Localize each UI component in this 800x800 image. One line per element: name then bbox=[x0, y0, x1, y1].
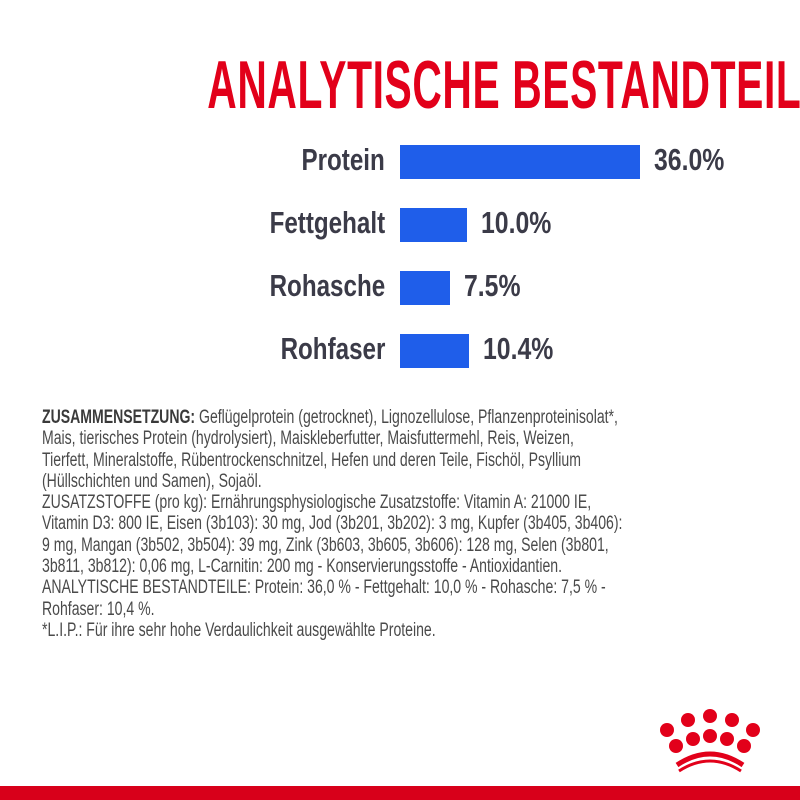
page-title: ANALYTISCHE BESTANDTEILE bbox=[0, 46, 800, 124]
composition-line: (Hüllschichten und Samen), Sojaöl. bbox=[42, 470, 262, 492]
composition-line: 9 mg, Mangan (3b502, 3b504): 39 mg, Zink… bbox=[42, 534, 609, 556]
composition-line: *L.I.P.: Für ihre sehr hohe Verdaulichke… bbox=[42, 619, 436, 641]
bar-label: Rohfaser bbox=[280, 331, 385, 366]
bar-value-label: 10.4% bbox=[483, 331, 554, 366]
nutrient-bar-chart: Protein 36.0% Fettgehalt 10.0% Rohasche 7.5% R… bbox=[269, 142, 725, 368]
brand-strip bbox=[0, 786, 800, 800]
bar-value-label: 7.5% bbox=[464, 268, 521, 303]
composition-heading: ZUSAMMENSETZUNG: bbox=[42, 407, 196, 428]
bar-value-label: 36.0% bbox=[654, 142, 725, 177]
composition-line: ZUSAMMENSETZUNG: Geflügelprotein (getroc… bbox=[42, 407, 622, 428]
composition-line: Vitamin D3: 800 IE, Eisen (3b103): 30 mg… bbox=[42, 513, 623, 535]
composition-text: ZUSAMMENSETZUNG: Geflügelprotein (getroc… bbox=[42, 407, 800, 641]
bar bbox=[400, 208, 467, 242]
bar-label: Fettgehalt bbox=[269, 205, 385, 240]
bar bbox=[400, 145, 640, 179]
bar-value-label: 10.0% bbox=[480, 205, 551, 240]
composition-line: ANALYTISCHE BESTANDTEILE: Protein: 36,0 … bbox=[42, 577, 606, 599]
bar-label: Rohasche bbox=[269, 268, 385, 303]
page-title-text: ANALYTISCHE BESTANDTEILE bbox=[207, 47, 800, 123]
bar bbox=[400, 271, 450, 305]
crown-logo-icon bbox=[660, 709, 760, 773]
composition-line: Mais, tierisches Protein (hydrolysiert),… bbox=[42, 428, 574, 450]
bar bbox=[400, 334, 470, 368]
composition-line: Rohfaser: 10,4 %. bbox=[42, 598, 155, 620]
bar-label: Protein bbox=[301, 142, 385, 177]
composition-line: ZUSATZSTOFFE (pro kg): Ernährungsphysiol… bbox=[42, 492, 592, 514]
composition-line: Tierfett, Mineralstoffe, Rübentrockensch… bbox=[42, 449, 581, 471]
composition-line: 3b811, 3b812): 0,06 mg, L-Carnitin: 200 … bbox=[42, 556, 563, 578]
composition-line-text: Geflügelprotein (getrocknet), Lignozellu… bbox=[195, 407, 618, 428]
